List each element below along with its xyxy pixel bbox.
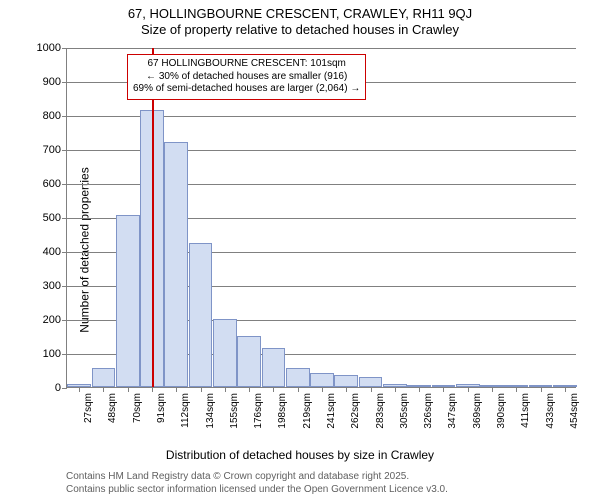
y-tick-mark <box>62 116 67 117</box>
x-tick-label: 241sqm <box>326 393 337 429</box>
x-tick-mark <box>419 387 420 392</box>
x-tick-label: 112sqm <box>180 393 191 428</box>
x-tick-label: 176sqm <box>253 393 264 429</box>
histogram-bar <box>334 375 358 387</box>
x-tick-label: 283sqm <box>375 393 386 429</box>
histogram-bar <box>164 142 188 387</box>
x-tick-mark <box>152 387 153 392</box>
x-tick-label: 155sqm <box>229 393 240 429</box>
x-tick-mark <box>273 387 274 392</box>
x-tick-mark <box>395 387 396 392</box>
x-tick-label: 433sqm <box>545 393 556 429</box>
chart-area: 0100200300400500600700800900100027sqm48s… <box>66 48 576 388</box>
y-tick-mark <box>62 320 67 321</box>
x-tick-mark <box>492 387 493 392</box>
footer-line1: Contains HM Land Registry data © Crown c… <box>66 471 448 484</box>
x-tick-mark <box>225 387 226 392</box>
y-tick-mark <box>62 184 67 185</box>
x-tick-mark <box>541 387 542 392</box>
x-tick-mark <box>443 387 444 392</box>
x-tick-label: 411sqm <box>520 393 531 428</box>
y-tick-mark <box>62 252 67 253</box>
y-tick-label: 300 <box>43 280 61 292</box>
x-tick-label: 70sqm <box>132 393 143 423</box>
x-tick-mark <box>103 387 104 392</box>
x-tick-mark <box>176 387 177 392</box>
x-tick-label: 219sqm <box>302 393 313 429</box>
annotation-line: 67 HOLLINGBOURNE CRESCENT: 101sqm <box>133 58 360 71</box>
x-tick-label: 134sqm <box>205 393 216 429</box>
y-tick-mark <box>62 150 67 151</box>
y-tick-label: 500 <box>43 212 61 224</box>
x-tick-mark <box>128 387 129 392</box>
y-tick-label: 900 <box>43 76 61 88</box>
y-tick-label: 700 <box>43 144 61 156</box>
x-tick-label: 198sqm <box>277 393 288 429</box>
y-tick-label: 200 <box>43 314 61 326</box>
x-tick-mark <box>298 387 299 392</box>
x-tick-mark <box>79 387 80 392</box>
x-tick-mark <box>371 387 372 392</box>
histogram-bar <box>237 336 261 387</box>
histogram-bar <box>189 243 213 388</box>
y-tick-mark <box>62 218 67 219</box>
histogram-bar <box>116 215 140 387</box>
x-tick-label: 390sqm <box>496 393 507 429</box>
x-tick-mark <box>565 387 566 392</box>
footer-attribution: Contains HM Land Registry data © Crown c… <box>66 471 448 496</box>
y-tick-label: 400 <box>43 246 61 258</box>
grid-line <box>67 48 576 49</box>
x-tick-mark <box>468 387 469 392</box>
x-tick-label: 48sqm <box>107 393 118 423</box>
x-tick-label: 91sqm <box>156 393 167 423</box>
x-tick-mark <box>322 387 323 392</box>
y-tick-mark <box>62 286 67 287</box>
x-tick-label: 347sqm <box>447 393 458 429</box>
y-tick-label: 600 <box>43 178 61 190</box>
annotation-box: 67 HOLLINGBOURNE CRESCENT: 101sqm← 30% o… <box>127 54 366 100</box>
page-title-line2: Size of property relative to detached ho… <box>0 22 600 37</box>
x-tick-label: 454sqm <box>569 393 580 429</box>
y-tick-label: 100 <box>43 348 61 360</box>
y-tick-mark <box>62 48 67 49</box>
x-tick-mark <box>249 387 250 392</box>
y-tick-mark <box>62 354 67 355</box>
histogram-bar <box>92 368 116 387</box>
x-tick-label: 27sqm <box>83 393 94 423</box>
x-tick-label: 305sqm <box>399 393 410 429</box>
y-tick-label: 800 <box>43 110 61 122</box>
y-tick-label: 0 <box>55 382 61 394</box>
y-tick-mark <box>62 388 67 389</box>
x-tick-mark <box>516 387 517 392</box>
x-axis-label: Distribution of detached houses by size … <box>0 448 600 462</box>
histogram-bar <box>286 368 310 387</box>
x-tick-mark <box>346 387 347 392</box>
histogram-bar <box>262 348 286 387</box>
footer-line2: Contains public sector information licen… <box>66 484 448 497</box>
x-tick-label: 326sqm <box>423 393 434 429</box>
annotation-line: ← 30% of detached houses are smaller (91… <box>133 71 360 84</box>
x-tick-label: 262sqm <box>350 393 361 429</box>
x-tick-mark <box>201 387 202 392</box>
histogram-bar <box>359 377 383 387</box>
histogram-bar <box>213 319 237 387</box>
annotation-line: 69% of semi-detached houses are larger (… <box>133 83 360 96</box>
x-tick-label: 369sqm <box>472 393 483 429</box>
y-tick-mark <box>62 82 67 83</box>
page-title-line1: 67, HOLLINGBOURNE CRESCENT, CRAWLEY, RH1… <box>0 6 600 21</box>
histogram-bar <box>310 373 334 387</box>
y-tick-label: 1000 <box>37 42 61 54</box>
